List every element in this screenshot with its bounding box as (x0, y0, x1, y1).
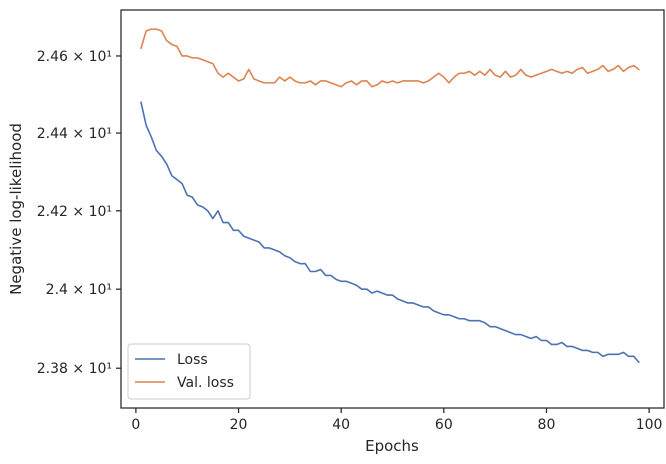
x-tick-label: 60 (435, 417, 453, 433)
series-layer (140, 28, 640, 364)
x-axis-label: Epochs (365, 437, 419, 455)
y-axis-label: Negative log-likelihood (7, 123, 25, 295)
y-tick-label: 2.42 × 10¹ (37, 204, 112, 220)
plot-area (121, 10, 664, 408)
series-line-val-loss (140, 28, 640, 88)
y-tick-label: 2.46 × 10¹ (37, 49, 112, 65)
y-tick-label: 2.38 × 10¹ (37, 361, 112, 377)
legend: Loss Val. loss (127, 343, 251, 400)
x-tick-label: 100 (636, 417, 663, 433)
legend-box (127, 343, 251, 400)
y-tick-label: 2.44 × 10¹ (37, 126, 112, 142)
x-tick-label: 80 (538, 417, 556, 433)
y-tick-label: 2.4 × 10¹ (46, 282, 112, 298)
x-tick-label: 20 (230, 417, 248, 433)
axes: 0 20 40 60 80 100 2.38 × 10¹ 2.4 × 10¹ 2.42 × 10… (37, 49, 663, 433)
legend-label-loss: Loss (177, 352, 208, 368)
x-tick-label: 0 (131, 417, 140, 433)
legend-label-val-loss: Val. loss (177, 375, 234, 391)
series-line-loss (140, 101, 640, 364)
x-tick-label: 40 (332, 417, 350, 433)
plot-frame (120, 9, 665, 409)
